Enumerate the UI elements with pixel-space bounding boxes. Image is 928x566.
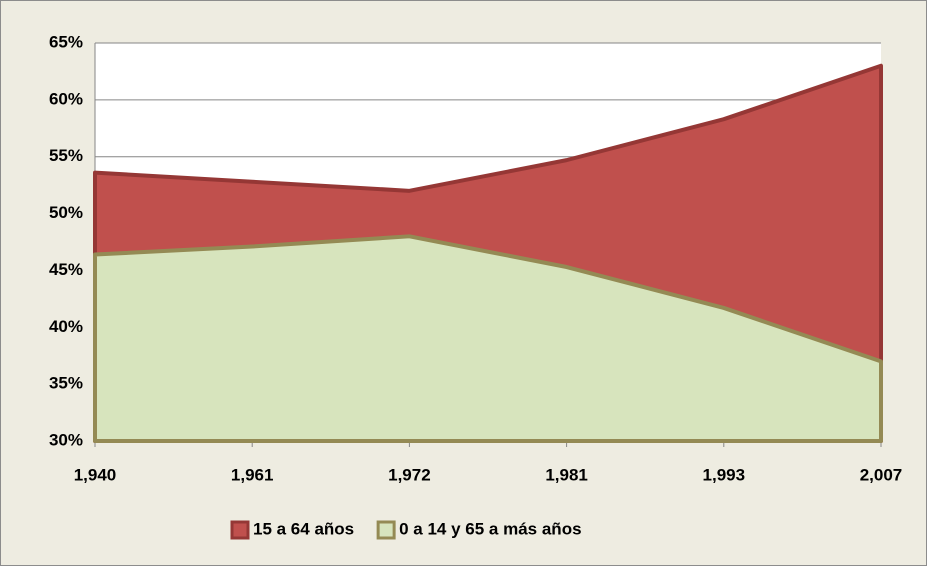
legend-label: 15 a 64 años bbox=[253, 519, 354, 538]
legend-label: 0 a 14 y 65 a más años bbox=[399, 519, 581, 538]
y-tick-label: 30% bbox=[49, 430, 83, 449]
y-tick-label: 35% bbox=[49, 374, 83, 393]
y-tick-label: 50% bbox=[49, 203, 83, 222]
area bbox=[93, 234, 883, 443]
y-tick-label: 40% bbox=[49, 317, 83, 336]
legend-swatch bbox=[230, 520, 250, 540]
x-tick-label: 1,972 bbox=[388, 465, 431, 484]
x-tick-label: 1,940 bbox=[74, 465, 117, 484]
y-tick-label: 45% bbox=[49, 260, 83, 279]
y-tick-label: 60% bbox=[49, 89, 83, 108]
x-tick-label: 1,993 bbox=[703, 465, 746, 484]
legend-swatch bbox=[376, 520, 396, 540]
x-tick-label: 1,981 bbox=[545, 465, 588, 484]
x-tick-label: 1,961 bbox=[231, 465, 274, 484]
y-tick-label: 65% bbox=[49, 32, 83, 51]
x-tick-label: 2,007 bbox=[860, 465, 903, 484]
y-tick-label: 55% bbox=[49, 146, 83, 165]
